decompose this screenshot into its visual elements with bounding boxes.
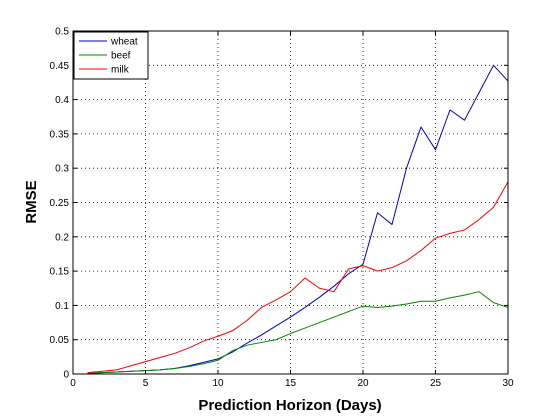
x-tick-label: 25 [430,378,442,389]
y-tick-label: 0.45 [50,61,70,72]
x-axis-label: Prediction Horizon (Days) [198,397,381,414]
y-tick-label: 0.05 [50,335,70,346]
x-tick-label: 0 [70,378,76,389]
legend-label-wheat: wheat [110,37,138,48]
series-lines [87,64,509,374]
x-tick-label: 15 [285,378,297,389]
y-tick-label: 0.2 [55,232,69,243]
series-line-beef [87,291,509,374]
y-axis-label: RMSE [23,180,40,223]
x-tick-label: 5 [143,378,149,389]
plot-background [73,31,508,374]
y-tick-label: 0.5 [55,27,69,38]
series-line-milk [87,181,509,374]
y-tick-label: 0 [63,370,69,381]
y-tick-label: 0.25 [50,198,70,209]
y-tick-label: 0.1 [55,301,69,312]
y-tick-label: 0.15 [50,267,70,278]
y-tick-label: 0.3 [55,164,69,175]
legend-label-beef: beef [111,51,131,62]
y-tick-label: 0.35 [50,129,70,140]
x-tick-label: 10 [212,378,224,389]
x-tick-label: 30 [502,378,514,389]
y-tick-label: 0.4 [55,95,69,106]
legend: wheat beef milk [73,31,149,80]
x-tick-label: 20 [357,378,369,389]
legend-label-milk: milk [111,65,130,76]
axis-ticks: 0 5 10 15 20 25 30 0 0.05 0.1 0.15 0.2 0.25 0.3 0.35 0.… [50,27,514,390]
